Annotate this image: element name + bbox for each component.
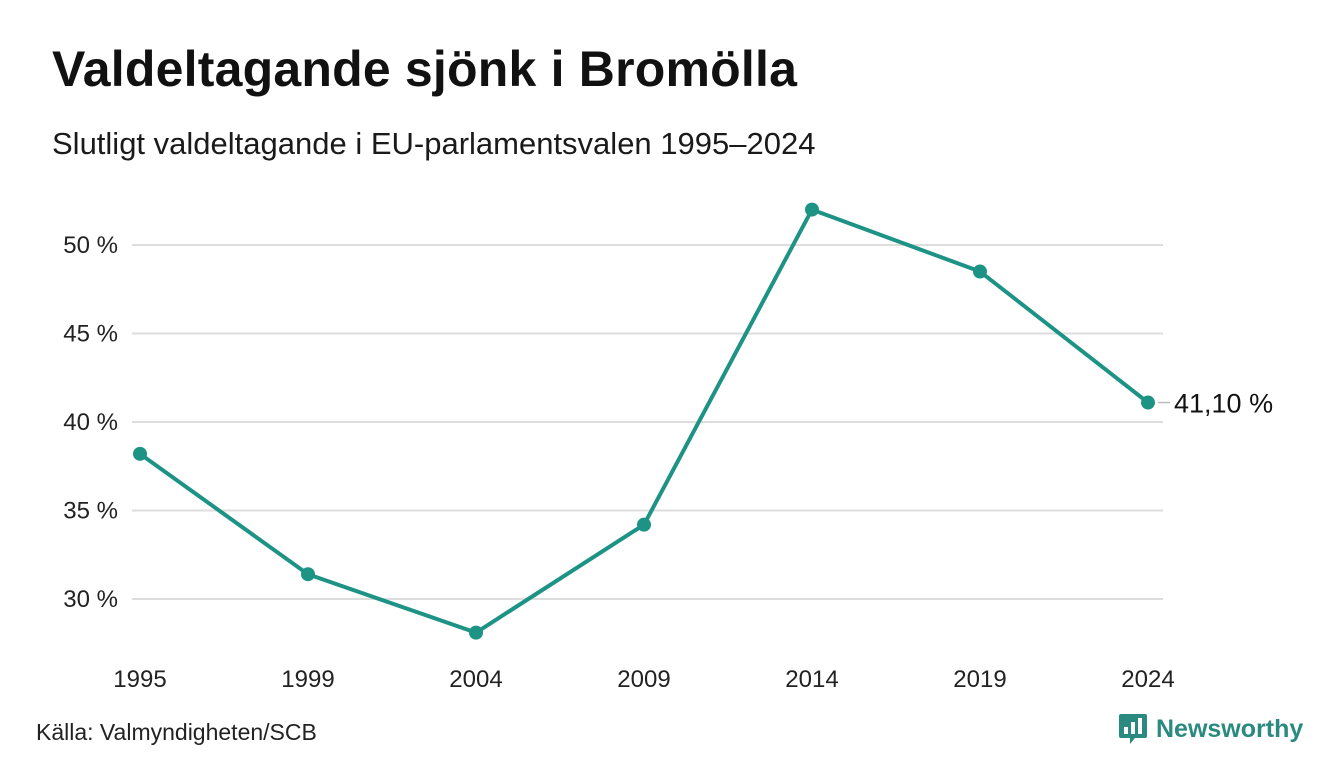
- y-tick-label: 30 %: [63, 586, 118, 613]
- x-tick-label: 2024: [1121, 666, 1174, 693]
- data-point: [133, 446, 147, 461]
- data-point: [301, 567, 315, 582]
- data-point: [469, 625, 483, 640]
- series-turnout: [133, 202, 1155, 640]
- x-tick-label: 2004: [449, 666, 502, 693]
- x-axis-labels: 1995 1999 2004 2009 2014 2019 2024: [113, 666, 1174, 693]
- grid-lines: [132, 244, 1163, 600]
- source-note: Källa: Valmyndigheten/SCB: [36, 719, 317, 745]
- x-tick-label: 2014: [785, 666, 838, 693]
- x-tick-label: 1999: [281, 666, 334, 693]
- chart-title: Valdeltagande sjönk i Bromölla: [52, 41, 798, 97]
- brand-logo: Newsworthy: [1118, 712, 1303, 746]
- y-tick-label: 35 %: [63, 498, 118, 525]
- y-tick-label: 40 %: [63, 409, 118, 436]
- chart-subtitle: Slutligt valdeltagande i EU-parlamentsva…: [52, 126, 816, 161]
- end-label-group: 41,10 %: [1158, 389, 1273, 419]
- x-tick-label: 2009: [617, 666, 670, 693]
- data-point: [973, 264, 987, 279]
- end-value-label: 41,10 %: [1174, 389, 1273, 419]
- y-tick-label: 50 %: [63, 232, 118, 259]
- y-tick-label: 45 %: [63, 321, 118, 348]
- newsworthy-logo-icon: [1119, 714, 1147, 744]
- data-point: [1141, 395, 1155, 410]
- data-point: [805, 202, 819, 217]
- brand-name: Newsworthy: [1156, 714, 1304, 743]
- line-chart: 30 % 35 % 40 % 45 % 50 % 1995 1999 2004 2009 201…: [63, 202, 1273, 693]
- data-point: [637, 517, 651, 532]
- x-tick-label: 1995: [113, 666, 166, 693]
- y-axis-labels: 30 % 35 % 40 % 45 % 50 %: [63, 232, 118, 613]
- x-tick-label: 2019: [953, 666, 1006, 693]
